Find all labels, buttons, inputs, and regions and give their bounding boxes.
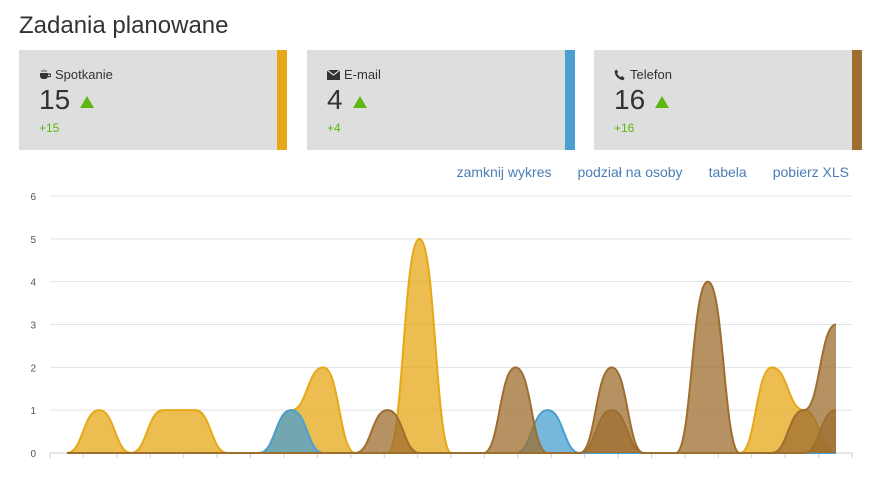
y-tick-label: 4 [30,278,36,289]
y-tick-label: 2 [30,363,36,374]
card-count: 16 [614,84,670,116]
card-count-value: 15 [39,84,71,115]
card-label: Telefon [614,67,672,82]
y-tick-label: 1 [30,406,36,417]
y-tick-label: 0 [30,449,36,460]
card-telefon[interactable]: Telefon 16 +16 [594,50,862,150]
envelope-icon [327,69,340,80]
table-link[interactable]: tabela [708,164,747,180]
download-xls-link[interactable]: pobierz XLS [772,164,849,180]
y-tick-label: 3 [30,321,36,332]
trend-up-icon [80,96,95,108]
card-label: Spotkanie [39,67,113,82]
tasks-area-chart: 0 1 2 3 4 5 6 [30,192,853,460]
split-by-person-link[interactable]: podział na osoby [577,164,683,180]
card-delta: +15 [39,121,60,135]
card-spotkanie[interactable]: Spotkanie 15 +15 [19,50,287,150]
card-stripe [277,50,287,150]
card-label-text: Spotkanie [55,67,113,82]
card-count-value: 16 [614,84,646,115]
y-tick-label: 5 [30,235,36,246]
page-title: Zadania planowane [19,12,229,39]
card-label: E-mail [327,67,381,82]
card-email[interactable]: E-mail 4 +4 [307,50,575,150]
card-stripe [565,50,575,150]
chart-actions: zamknij wykres podział na osoby tabela p… [457,164,849,180]
card-stripe [852,50,862,150]
card-delta: +16 [614,121,635,135]
y-tick-label: 6 [30,192,36,203]
card-count: 4 [327,84,367,116]
summary-cards: Spotkanie 15 +15 E-mail 4 +4 Telefon [19,50,862,150]
card-count: 15 [39,84,95,116]
card-delta: +4 [327,121,341,135]
series-line-telefon-2 [67,409,837,454]
series-area-spotkanie [67,238,836,453]
coffee-cup-icon [39,69,51,80]
close-chart-link[interactable]: zamknij wykres [456,164,552,180]
card-count-value: 4 [327,84,343,115]
trend-up-icon [352,96,367,108]
trend-up-icon [655,96,670,108]
card-label-text: Telefon [630,67,672,82]
phone-icon [614,69,626,81]
card-label-text: E-mail [344,67,381,82]
